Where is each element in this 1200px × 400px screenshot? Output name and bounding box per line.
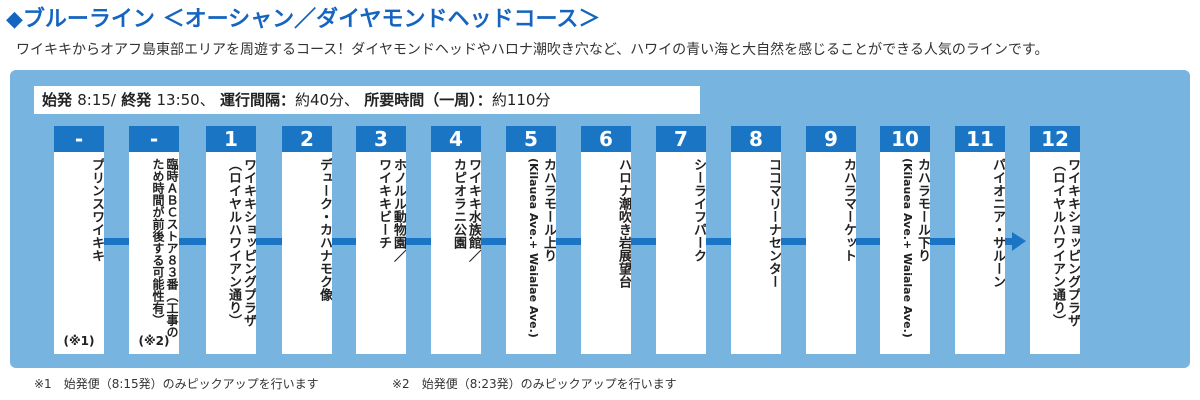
stop-card: カハラモール上り (Kilauea Ave.+ Waialae Ave.) xyxy=(506,152,556,354)
stop-name: シーライフパーク xyxy=(656,158,706,262)
stop-name: カハラマーケット xyxy=(806,158,856,262)
stop-name-main: ワイキキショッピングプラザ xyxy=(1065,158,1080,327)
stop-card: シーライフパーク xyxy=(656,152,706,354)
first-bus-label: 始発 xyxy=(42,91,73,109)
bus-stop[interactable]: 9 カハラマーケット xyxy=(806,126,856,354)
stop-number: 7 xyxy=(656,126,706,152)
stop-number: 5 xyxy=(506,126,556,152)
stop-name: カハラモール下り (Kilauea Ave.+ Waialae Ave.) xyxy=(880,158,930,338)
stop-name-main: ワイキキショッピングプラザ xyxy=(241,158,256,327)
stop-card: パイオニア・サルーン xyxy=(955,152,1005,354)
stop-number: 12 xyxy=(1030,126,1080,152)
stop-card: プリンスワイキキ (※1) xyxy=(54,152,104,354)
stop-name-sub: （ロイヤルハワイアン通り） xyxy=(226,158,241,327)
first-bus-time: 8:15/ xyxy=(77,91,116,109)
bus-stop[interactable]: 12 ワイキキショッピングプラザ （ロイヤルハワイアン通り） xyxy=(1030,126,1080,354)
stop-name-main: ワイキキ水族館／ xyxy=(466,158,481,262)
stop-name: 臨時ＡＢＣストア８３番（工事の ため時間が前後する可能性有） xyxy=(129,158,179,338)
stop-name: デューク・カハナモク像 xyxy=(282,158,332,301)
interval-value: 約40分、 xyxy=(294,91,360,109)
stop-name-sub: (Kilauea Ave.+ Waialae Ave.) xyxy=(527,158,540,338)
footnote-2: ※2 始発便（8:23発）のみピックアップを行います xyxy=(392,377,677,391)
stop-number: 9 xyxy=(806,126,856,152)
stop-name-main: プリンスワイキキ xyxy=(89,158,104,262)
stop-number: 10 xyxy=(880,126,930,152)
stop-note: (※1) xyxy=(63,334,95,348)
stop-card: デューク・カハナモク像 xyxy=(282,152,332,354)
page-title: ◆ブルーライン ＜オーシャン／ダイヤモンドヘッドコース＞ xyxy=(6,7,601,32)
stop-name-main: ハロナ潮吹き岩展望台 xyxy=(616,158,631,288)
stop-card: ワイキキショッピングプラザ （ロイヤルハワイアン通り） xyxy=(206,152,256,354)
stop-number: 1 xyxy=(206,126,256,152)
stop-name-main: カハラモール上り xyxy=(541,158,556,262)
stop-number: 8 xyxy=(731,126,781,152)
bus-stop[interactable]: 8 ココマリーナセンター xyxy=(731,126,781,354)
stop-name-sub: カピオラニ公園 xyxy=(451,158,466,249)
stop-name-main: パイオニア・サルーン xyxy=(990,158,1005,288)
stop-name: カハラモール上り (Kilauea Ave.+ Waialae Ave.) xyxy=(506,158,556,338)
stop-name-main: ココマリーナセンター xyxy=(766,158,781,288)
bus-stop[interactable]: 11 パイオニア・サルーン xyxy=(955,126,1005,354)
stop-name: ワイキキショッピングプラザ （ロイヤルハワイアン通り） xyxy=(1030,158,1080,327)
stop-name: プリンスワイキキ xyxy=(54,158,104,262)
stop-name: パイオニア・サルーン xyxy=(955,158,1005,288)
bus-stop[interactable]: 5 カハラモール上り (Kilauea Ave.+ Waialae Ave.) xyxy=(506,126,556,354)
stop-card: カハラモール下り (Kilauea Ave.+ Waialae Ave.) xyxy=(880,152,930,354)
stop-name-sub: (Kilauea Ave.+ Waialae Ave.) xyxy=(901,158,914,338)
stop-card: ココマリーナセンター xyxy=(731,152,781,354)
bus-stop[interactable]: 2 デューク・カハナモク像 xyxy=(282,126,332,354)
bus-stop[interactable]: - プリンスワイキキ (※1) xyxy=(54,126,104,354)
bus-stop[interactable]: 10 カハラモール下り (Kilauea Ave.+ Waialae Ave.) xyxy=(880,126,930,354)
stop-name-sub: （ロイヤルハワイアン通り） xyxy=(1050,158,1065,327)
stop-card: 臨時ＡＢＣストア８３番（工事の ため時間が前後する可能性有） (※2) xyxy=(129,152,179,354)
stop-number: 2 xyxy=(282,126,332,152)
stop-name: ワイキキショッピングプラザ （ロイヤルハワイアン通り） xyxy=(206,158,256,327)
route-arrow-icon xyxy=(1012,232,1026,251)
duration-value: 約110分 xyxy=(491,91,551,109)
duration-label: 所要時間（一周）： xyxy=(364,91,492,109)
bus-stop[interactable]: 7 シーライフパーク xyxy=(656,126,706,354)
stop-name-main: ホノルル動物園／ xyxy=(391,158,406,262)
stop-number: - xyxy=(54,126,104,152)
stop-card: ワイキキショッピングプラザ （ロイヤルハワイアン通り） xyxy=(1030,152,1080,354)
stop-name-sub: ワイキキビーチ xyxy=(376,158,391,249)
stop-card: ワイキキ水族館／ カピオラニ公園 xyxy=(431,152,481,354)
bus-stop[interactable]: 4 ワイキキ水族館／ カピオラニ公園 xyxy=(431,126,481,354)
stop-number: 4 xyxy=(431,126,481,152)
stop-name: ホノルル動物園／ ワイキキビーチ xyxy=(356,158,406,262)
interval-label: 運行間隔： xyxy=(219,91,295,109)
stop-name: ハロナ潮吹き岩展望台 xyxy=(581,158,631,288)
stop-name-sub: ため時間が前後する可能性有） xyxy=(151,158,165,326)
bus-stop[interactable]: 3 ホノルル動物園／ ワイキキビーチ xyxy=(356,126,406,354)
bus-stop[interactable]: 6 ハロナ潮吹き岩展望台 xyxy=(581,126,631,354)
stop-card: カハラマーケット xyxy=(806,152,856,354)
stop-note: (※2) xyxy=(138,334,170,348)
stop-number: - xyxy=(129,126,179,152)
bus-stop[interactable]: - 臨時ＡＢＣストア８３番（工事の ため時間が前後する可能性有） (※2) xyxy=(129,126,179,354)
route-description: ワイキキからオアフ島東部エリアを周遊するコース！ダイヤモンドヘッドやハロナ潮吹き… xyxy=(16,42,1049,58)
stop-name-main: デューク・カハナモク像 xyxy=(317,158,332,301)
stop-number: 11 xyxy=(955,126,1005,152)
footnote-1: ※1 始発便（8:15発）のみピックアップを行います xyxy=(34,377,319,391)
stop-name-main: 臨時ＡＢＣストア８３番（工事の xyxy=(165,158,179,338)
stop-name: ココマリーナセンター xyxy=(731,158,781,288)
last-bus-time: 13:50、 xyxy=(156,91,215,109)
stop-card: ホノルル動物園／ ワイキキビーチ xyxy=(356,152,406,354)
stop-name-main: カハラマーケット xyxy=(841,158,856,262)
last-bus-label: 終発 xyxy=(121,91,152,109)
stop-number: 6 xyxy=(581,126,631,152)
bus-stop[interactable]: 1 ワイキキショッピングプラザ （ロイヤルハワイアン通り） xyxy=(206,126,256,354)
schedule-info: 始発 8:15/ 終発 13:50、 運行間隔：約40分、 所要時間（一周）：約… xyxy=(34,86,700,114)
stop-name-main: シーライフパーク xyxy=(691,158,706,262)
stop-card: ハロナ潮吹き岩展望台 xyxy=(581,152,631,354)
stop-name-main: カハラモール下り xyxy=(915,158,930,262)
stop-name: ワイキキ水族館／ カピオラニ公園 xyxy=(431,158,481,262)
stop-number: 3 xyxy=(356,126,406,152)
